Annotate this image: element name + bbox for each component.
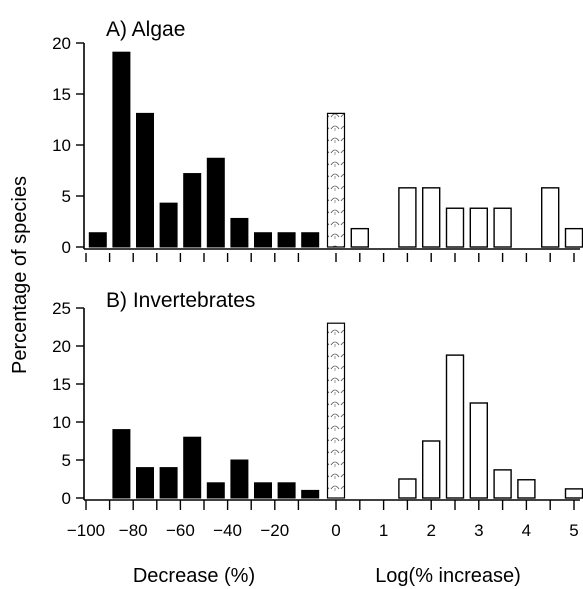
bar-increase [422,187,441,248]
y-tick-label: 25 [52,299,71,318]
bar-decrease [136,467,154,499]
x-tick-label: 4 [522,521,531,540]
x-tick-label: 0 [331,521,340,540]
bar-decrease [277,482,296,499]
y-tick-label: 0 [62,238,71,257]
x-tick-label: 1 [379,521,388,540]
bar-decrease [112,51,131,248]
bar-decrease [206,482,225,499]
y-tick-label: 5 [62,187,71,206]
y-tick-label: 0 [62,489,71,508]
bar-decrease [112,429,131,499]
x-axis-label-decrease: Decrease (%) [133,565,255,587]
bar-decrease [159,467,178,499]
bar-increase [493,207,512,248]
x-tick-label: −40 [213,521,242,540]
bar-increase [422,440,441,499]
panel-algae: A) Algae 0 5 10 15 20 [52,18,583,262]
panel-title-algae: A) Algae [106,18,185,41]
x-tick-label: −60 [166,521,195,540]
y-tick-label: 10 [52,136,71,155]
bar-decrease [254,232,272,248]
y-axis-label: Percentage of species [9,176,31,374]
bar-increase [564,488,583,499]
bar-decrease [301,489,320,499]
x-tick-label: −20 [260,521,289,540]
bar-increase [517,479,536,499]
bar-increase [445,207,465,248]
x-tick-label: −80 [119,521,148,540]
y-tick-label: 20 [52,34,71,53]
bar-decrease [88,232,107,248]
panel-title-invertebrates: B) Invertebrates [106,289,255,312]
bar-decrease [183,436,202,499]
bar-decrease [230,217,249,248]
bar-increase [398,478,417,499]
bar-increase [469,402,488,499]
panel-invertebrates: B) Invertebrates 0 5 10 15 20 25 [52,289,583,510]
bar-no-change [326,112,346,248]
x-tick-labels: −100 −80 −60 −40 −20 0 1 2 3 4 5 [67,521,579,540]
bar-increase [469,207,488,248]
x-tick-label: −100 [67,521,105,540]
bar-decrease [206,157,225,248]
x-tick-label: 3 [474,521,483,540]
bar-decrease [159,202,178,248]
x-tick-label: 2 [426,521,435,540]
bar-decrease [183,173,202,248]
bar-decrease [301,232,320,248]
x-axis-label-increase: Log(% increase) [375,565,521,587]
bar-decrease [230,459,249,499]
bar-increase [493,469,512,499]
bar-no-change [326,322,346,499]
bar-increase [350,227,369,248]
y-tick-label: 20 [52,337,71,356]
bar-decrease [136,112,154,248]
y-tick-label: 5 [62,451,71,470]
x-tick-label: 5 [569,521,578,540]
bar-increase [398,187,417,248]
y-tick-label: 15 [52,85,71,104]
bar-increase [564,227,583,248]
bar-increase [541,187,560,248]
bar-decrease [277,232,296,248]
bar-decrease [254,482,272,499]
bar-increase [445,354,465,499]
y-tick-label: 15 [52,375,71,394]
y-tick-label: 10 [52,413,71,432]
